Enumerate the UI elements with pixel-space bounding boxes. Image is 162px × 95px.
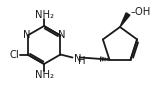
Text: N: N [23,30,30,40]
Text: N: N [74,53,81,63]
Text: NH₂: NH₂ [35,10,53,20]
Text: N: N [58,30,65,40]
Polygon shape [120,13,130,27]
Text: NH₂: NH₂ [35,70,53,80]
Text: Cl: Cl [10,49,19,59]
Text: –OH: –OH [131,7,151,17]
Text: H: H [78,57,85,66]
